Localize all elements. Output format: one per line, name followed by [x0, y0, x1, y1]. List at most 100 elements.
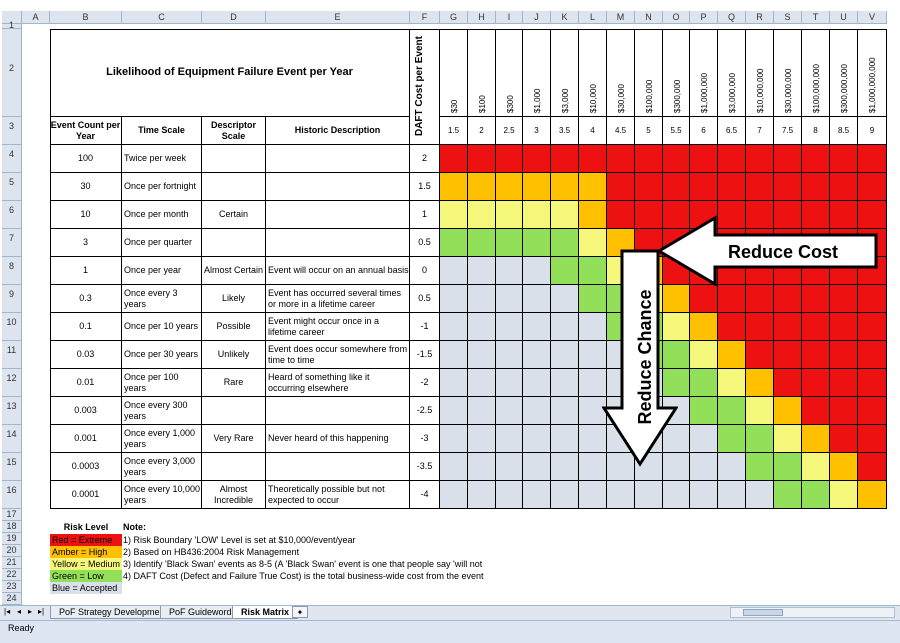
descriptor-cell[interactable]: Almost Certain [202, 257, 266, 285]
risk-cell-accepted[interactable] [496, 313, 523, 341]
risk-cell-extreme[interactable] [858, 201, 887, 229]
cost-header-cell[interactable]: $300 [496, 29, 523, 117]
historic-cell[interactable] [266, 145, 410, 173]
risk-cell-accepted[interactable] [496, 425, 523, 453]
risk-cell-accepted[interactable] [579, 453, 607, 481]
risk-cell-accepted[interactable] [663, 425, 690, 453]
cost-factor[interactable]: 4.5 [607, 117, 635, 145]
historic-cell[interactable] [266, 229, 410, 257]
risk-cell-low[interactable] [746, 425, 774, 453]
risk-cell-high[interactable] [579, 173, 607, 201]
risk-cell-extreme[interactable] [718, 145, 746, 173]
cost-header-cell[interactable]: $1,000 [523, 29, 551, 117]
risk-cell-medium[interactable] [468, 201, 496, 229]
risk-cell-low[interactable] [774, 481, 802, 509]
historic-cell[interactable]: Theoretically possible but not expected … [266, 481, 410, 509]
descriptor-cell[interactable]: Rare [202, 369, 266, 397]
cost-factor[interactable]: 1.5 [440, 117, 468, 145]
event-count-cell[interactable]: 3 [50, 229, 122, 257]
risk-cell-low[interactable] [579, 257, 607, 285]
risk-cell-accepted[interactable] [523, 453, 551, 481]
event-count-cell[interactable]: 1 [50, 257, 122, 285]
historic-cell[interactable]: Never heard of this happening [266, 425, 410, 453]
risk-cell-accepted[interactable] [690, 481, 718, 509]
row-header[interactable]: 19 [2, 533, 22, 545]
historic-cell[interactable]: Event will occur on an annual basis [266, 257, 410, 285]
time-scale-cell[interactable]: Once every 3,000 years [122, 453, 202, 481]
risk-cell-extreme[interactable] [746, 341, 774, 369]
risk-cell-low[interactable] [523, 229, 551, 257]
risk-cell-extreme[interactable] [774, 313, 802, 341]
sheet-tab[interactable]: PoF Strategy Development [50, 606, 177, 619]
daft-value-cell[interactable]: -3 [410, 425, 440, 453]
descriptor-cell[interactable]: Possible [202, 313, 266, 341]
daft-value-cell[interactable]: 0.5 [410, 285, 440, 313]
risk-cell-low[interactable] [718, 425, 746, 453]
risk-cell-extreme[interactable] [830, 313, 858, 341]
historic-cell[interactable]: Event might occur once in a lifetime car… [266, 313, 410, 341]
cost-factor[interactable]: 5.5 [663, 117, 690, 145]
row-header[interactable]: 7 [2, 229, 22, 257]
cost-factor[interactable]: 6.5 [718, 117, 746, 145]
risk-cell-extreme[interactable] [830, 425, 858, 453]
descriptor-cell[interactable] [202, 397, 266, 425]
risk-cell-medium[interactable] [440, 201, 468, 229]
risk-cell-accepted[interactable] [551, 453, 579, 481]
header-historic[interactable]: Historic Description [266, 117, 410, 145]
daft-value-cell[interactable]: 1 [410, 201, 440, 229]
cost-factor[interactable]: 2.5 [496, 117, 523, 145]
risk-cell-low[interactable] [802, 481, 830, 509]
risk-cell-extreme[interactable] [468, 145, 496, 173]
descriptor-cell[interactable] [202, 229, 266, 257]
cost-factor[interactable]: 9 [858, 117, 887, 145]
risk-cell-low[interactable] [663, 341, 690, 369]
column-header[interactable]: G [440, 11, 468, 24]
risk-cell-extreme[interactable] [523, 145, 551, 173]
risk-cell-extreme[interactable] [858, 285, 887, 313]
risk-cell-accepted[interactable] [551, 481, 579, 509]
risk-cell-low[interactable] [468, 229, 496, 257]
risk-cell-low[interactable] [551, 257, 579, 285]
risk-cell-extreme[interactable] [663, 173, 690, 201]
cost-header-cell[interactable]: $30 [440, 29, 468, 117]
column-header[interactable]: L [579, 11, 607, 24]
risk-cell-accepted[interactable] [718, 481, 746, 509]
risk-cell-extreme[interactable] [746, 173, 774, 201]
risk-cell-extreme[interactable] [858, 173, 887, 201]
risk-cell-accepted[interactable] [551, 341, 579, 369]
risk-cell-extreme[interactable] [802, 313, 830, 341]
risk-cell-accepted[interactable] [690, 453, 718, 481]
risk-cell-accepted[interactable] [496, 257, 523, 285]
sheet-tab[interactable]: Risk Matrix [232, 606, 299, 619]
risk-cell-extreme[interactable] [690, 285, 718, 313]
risk-cell-extreme[interactable] [830, 173, 858, 201]
row-header[interactable]: 10 [2, 313, 22, 341]
risk-cell-extreme[interactable] [718, 173, 746, 201]
column-header[interactable]: H [468, 11, 496, 24]
risk-cell-low[interactable] [551, 229, 579, 257]
event-count-cell[interactable]: 0.03 [50, 341, 122, 369]
risk-cell-accepted[interactable] [440, 397, 468, 425]
risk-cell-medium[interactable] [774, 425, 802, 453]
risk-cell-high[interactable] [551, 173, 579, 201]
risk-cell-medium[interactable] [523, 201, 551, 229]
time-scale-cell[interactable]: Twice per week [122, 145, 202, 173]
descriptor-cell[interactable] [202, 453, 266, 481]
column-header[interactable]: I [496, 11, 523, 24]
risk-cell-accepted[interactable] [468, 313, 496, 341]
risk-cell-accepted[interactable] [440, 481, 468, 509]
risk-cell-high[interactable] [579, 201, 607, 229]
matrix-title[interactable]: Likelihood of Equipment Failure Event pe… [50, 29, 410, 117]
risk-cell-extreme[interactable] [746, 201, 774, 229]
time-scale-cell[interactable]: Once per quarter [122, 229, 202, 257]
daft-value-cell[interactable]: 0 [410, 257, 440, 285]
time-scale-cell[interactable]: Once per fortnight [122, 173, 202, 201]
cost-factor[interactable]: 6 [690, 117, 718, 145]
daft-value-cell[interactable]: -4 [410, 481, 440, 509]
historic-cell[interactable]: Event does occur somewhere from time to … [266, 341, 410, 369]
risk-cell-low[interactable] [718, 397, 746, 425]
risk-cell-extreme[interactable] [802, 369, 830, 397]
daft-value-cell[interactable]: 1.5 [410, 173, 440, 201]
risk-cell-accepted[interactable] [440, 369, 468, 397]
risk-cell-extreme[interactable] [802, 285, 830, 313]
